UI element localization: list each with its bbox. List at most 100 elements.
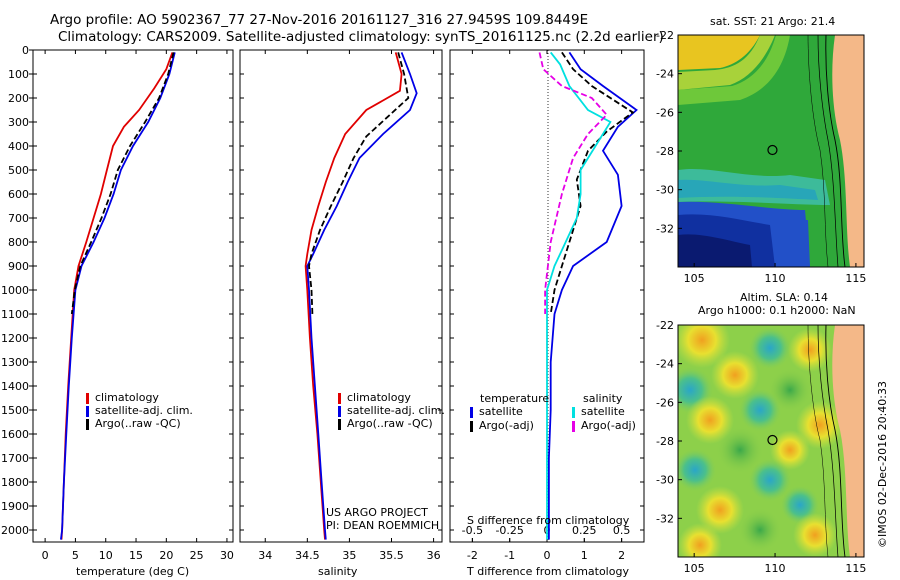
plot-frame [239, 49, 443, 543]
x-tick-label: 35.5 [379, 549, 404, 562]
sla-map-title-1: Altim. SLA: 0.14 [740, 291, 829, 304]
x-tick-label: 5 [72, 549, 79, 562]
x-tick-label: 115 [845, 562, 866, 575]
salinity-chart: 34 34.5 35 35.5 36 [239, 49, 443, 562]
y-tick-label: -22 [656, 320, 674, 332]
x-tick-label: 0 [544, 549, 551, 562]
legend-blue-mark [86, 405, 89, 417]
y-tick-label: 400 [8, 140, 29, 153]
legend-satellite: satellite-adj. clim. [95, 404, 193, 417]
y-tick-label: 0 [22, 44, 29, 57]
s-tick-label: -0.5 [462, 524, 483, 537]
y-tick-label: 2000 [1, 524, 29, 537]
salinity-legend: climatology satellite-adj. clim. Argo(..… [338, 391, 445, 430]
x-tick-label: 30 [220, 549, 234, 562]
s-tick-label: -0.25 [495, 524, 523, 537]
x-tick-label: 110 [765, 272, 786, 285]
x-tick-label: 35 [342, 549, 356, 562]
x-tick-label: 10 [99, 549, 113, 562]
y-tick-label: 1100 [1, 308, 29, 321]
legend-temp-argo: Argo(-adj) [470, 419, 534, 432]
legend-climatology: climatology [95, 391, 159, 404]
series-temperature-argo-adj- [549, 51, 635, 315]
legend-satellite: satellite-adj. clim. [347, 404, 445, 417]
y-tick-label: 700 [8, 212, 29, 225]
legend-temperature-title: temperature [480, 392, 550, 405]
y-tick-label: -30 [656, 184, 674, 197]
y-tick-label: 1000 [1, 284, 29, 297]
credit-project: US ARGO PROJECT [326, 506, 428, 519]
series-argo-raw-qc- [70, 52, 175, 315]
legend-salinity-title: salinity [583, 392, 623, 405]
x-tick-label: 15 [129, 549, 143, 562]
x-tick-label: 0 [42, 549, 49, 562]
y-tick-label: 1600 [1, 428, 29, 441]
y-tick-label: 1300 [1, 356, 29, 369]
y-tick-label: 600 [8, 188, 29, 201]
x-tick-label: 115 [845, 272, 866, 285]
series-argo-raw-qc- [308, 52, 410, 315]
x-tick-label: 36 [427, 549, 441, 562]
argo-location-marker [767, 434, 778, 446]
x-tick-label: 34 [258, 549, 272, 562]
legend-temp-satellite: satellite [470, 405, 523, 418]
y-tick-label: -24 [656, 358, 674, 371]
temperature-chart: 0100200300400500600700800900100011001200… [1, 44, 234, 562]
legend-argo: Argo(..raw -QC) [95, 417, 181, 430]
sla-map-title-2: Argo h1000: 0.1 h2000: NaN [698, 304, 856, 317]
y-tick-label: -26 [656, 106, 674, 119]
x-tick-label: 20 [159, 549, 173, 562]
y-tick-label: 1200 [1, 332, 29, 345]
legend-sal-argo: Argo(-adj) [572, 419, 636, 432]
figure-title-line1: Argo profile: AO 5902367_77 27-Nov-2016 … [50, 12, 589, 28]
x-tick-label: 105 [684, 272, 705, 285]
x-tick-label: -2 [467, 549, 478, 562]
legend-black-mark [338, 418, 341, 430]
series-salinity-satellite [546, 51, 612, 540]
legend-red-mark [86, 392, 89, 404]
difference-chart: -2 -1 0 1 2-0.5 -0.25 0 0.25 0.5 [449, 49, 645, 562]
series-satellite-adj-clim- [306, 52, 418, 540]
legend-black-mark [86, 418, 89, 430]
legend-blue-mark [338, 405, 341, 417]
s-diff-label: S difference from climatology [467, 514, 630, 527]
y-tick-label: 100 [8, 68, 29, 81]
s-tick-label: 0.25 [572, 524, 597, 537]
x-tick-label: 1 [581, 549, 588, 562]
y-tick-label: 1400 [1, 380, 29, 393]
series-salinity-argo-adj- [538, 52, 608, 314]
temperature-xlabel: temperature (deg C) [76, 565, 190, 578]
t-diff-label: T difference from climatology [467, 565, 629, 578]
y-tick-label: 500 [8, 164, 29, 177]
y-tick-label: 200 [8, 92, 29, 105]
y-tick-label: -28 [656, 435, 674, 448]
credit-pi: PI: DEAN ROEMMICH [326, 519, 440, 532]
y-tick-label: 1700 [1, 452, 29, 465]
legend-sal-satellite: satellite [572, 405, 625, 418]
y-tick-label: 800 [8, 236, 29, 249]
sst-map-title: sat. SST: 21 Argo: 21.4 [710, 15, 836, 28]
legend-red-mark [338, 392, 341, 404]
sst-map: 105 110 115 -22 -24 -26 -28 -30 -32 [656, 30, 866, 285]
argo-location-marker [767, 144, 778, 156]
imos-timestamp: ©IMOS 02-Dec-2016 20:40:33 [876, 381, 889, 548]
y-tick-label: -26 [656, 396, 674, 409]
temperature-legend: climatology satellite-adj. clim. Argo(..… [86, 391, 193, 430]
y-tick-label: 1500 [1, 404, 29, 417]
y-tick-label: -32 [656, 222, 674, 235]
x-tick-label: 2 [618, 549, 625, 562]
series-satellite-adj-clim- [60, 52, 176, 540]
x-tick-label: 34.5 [295, 549, 320, 562]
legend-climatology: climatology [347, 391, 411, 404]
x-tick-label: 110 [765, 562, 786, 575]
x-tick-label: 25 [190, 549, 204, 562]
y-tick-label: 300 [8, 116, 29, 129]
y-tick-label: 900 [8, 260, 29, 273]
series-temperature-satellite [548, 51, 638, 540]
y-tick-label: -30 [656, 474, 674, 487]
salinity-xlabel: salinity [318, 565, 358, 578]
legend-argo: Argo(..raw -QC) [347, 417, 433, 430]
x-tick-label: 105 [684, 562, 705, 575]
plot-frame [32, 49, 234, 543]
